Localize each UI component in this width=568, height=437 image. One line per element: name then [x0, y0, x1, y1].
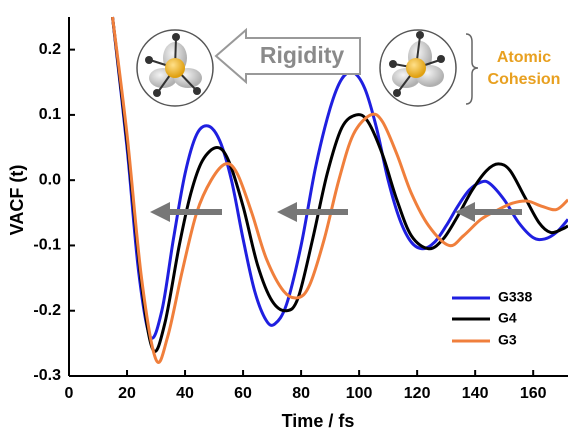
series-line	[111, 16, 568, 340]
molecule-icon	[379, 29, 457, 107]
y-tick-label: -0.3	[33, 367, 61, 384]
brace	[465, 33, 479, 105]
x-tick-label: 80	[292, 385, 310, 402]
x-tick-label: 60	[234, 385, 252, 402]
y-axis-label: VACF (t)	[7, 165, 27, 236]
x-tick-label: 20	[118, 385, 136, 402]
x-tick-label: 100	[346, 385, 373, 402]
y-tick-label: -0.1	[33, 237, 61, 254]
x-tick-label: 140	[462, 385, 489, 402]
x-tick-label: 0	[65, 385, 74, 402]
annotation: Cohesion	[488, 71, 561, 88]
shift-arrows	[150, 202, 522, 222]
legend-label: G338	[498, 289, 532, 305]
x-tick-label: 120	[404, 385, 431, 402]
y-tick-label: 0.0	[39, 171, 61, 188]
annotation: Rigidity	[260, 42, 345, 68]
y-tick-label: -0.2	[33, 302, 61, 319]
series-line	[111, 16, 568, 353]
legend: G338 G4 G3	[452, 289, 532, 348]
annotation: Atomic	[497, 49, 551, 66]
x-tick-label: 40	[176, 385, 194, 402]
x-axis-label: Time / fs	[282, 411, 355, 431]
y-tick-label: 0.1	[39, 106, 61, 123]
rigidity-arrow	[214, 27, 361, 85]
legend-label: G4	[498, 310, 517, 326]
y-tick-label: 0.2	[39, 41, 61, 58]
legend-label: G3	[498, 332, 517, 348]
axes: 0 20 40 60 80 100 120 140 160 -0.3 -0.2 -0.1 0.0 0.1 0…	[33, 17, 568, 402]
molecule-icon	[136, 29, 214, 107]
x-tick-label: 160	[520, 385, 547, 402]
